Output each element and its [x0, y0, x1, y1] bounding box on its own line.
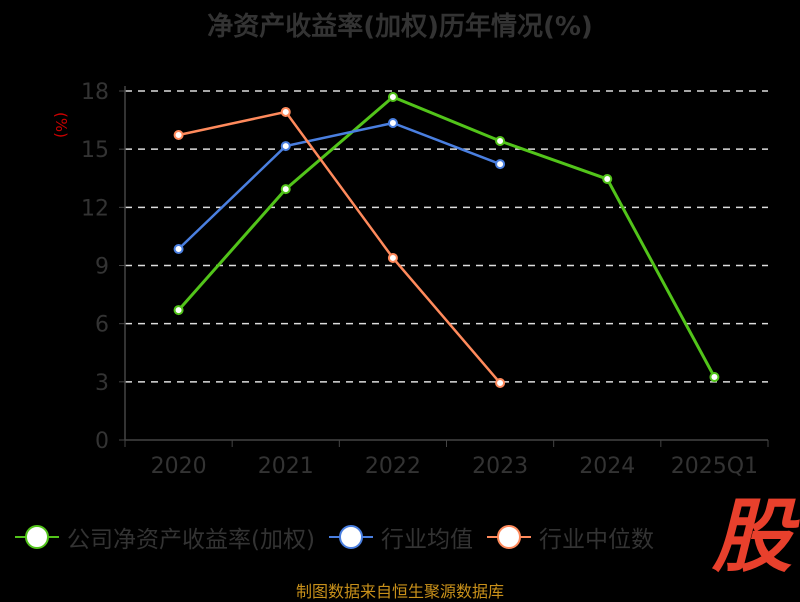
legend-marker-icon: [486, 525, 531, 549]
x-tick-label: 2024: [579, 454, 635, 479]
y-tick-label: 9: [95, 255, 109, 280]
x-tick-label: 2023: [472, 454, 528, 479]
data-point: [173, 305, 184, 316]
data-point: [495, 377, 506, 388]
data-point: [173, 244, 184, 255]
data-point: [387, 117, 398, 128]
series-line-0: [177, 95, 716, 378]
y-tick-label: 3: [95, 371, 109, 396]
legend-marker-icon: [15, 525, 59, 549]
data-point: [173, 130, 184, 141]
data-point: [280, 184, 291, 195]
chart-title: 净资产收益率(加权)历年情况(%): [207, 12, 593, 42]
y-tick-label: 12: [81, 196, 109, 221]
data-point: [387, 252, 398, 263]
legend-label: 行业均值: [380, 527, 473, 553]
y-tick-label: 15: [81, 138, 109, 163]
source-note: 制图数据来自恒生聚源数据库: [295, 582, 504, 601]
x-tick-label: 2025Q1: [671, 454, 758, 479]
data-point: [387, 92, 398, 103]
legend: 公司净资产收益率(加权) 行业均值 行业中位数: [15, 520, 668, 554]
legend-item-industry-median[interactable]: 行业中位数: [486, 520, 654, 554]
series-line-2: [178, 110, 502, 384]
series-line-1: [177, 121, 501, 250]
legend-marker-icon: [328, 525, 373, 549]
data-point: [280, 106, 291, 117]
legend-item-company[interactable]: 公司净资产收益率(加权): [15, 520, 315, 554]
legend-label: 公司净资产收益率(加权): [67, 527, 315, 553]
data-point: [280, 141, 291, 152]
data-point: [602, 174, 613, 185]
x-tick-label: 2020: [151, 454, 207, 479]
data-point: [495, 136, 506, 147]
logo: 股: [712, 490, 792, 583]
legend-label: 行业中位数: [538, 527, 654, 553]
data-point: [709, 371, 720, 382]
y-tick-label: 18: [81, 80, 109, 105]
x-tick-label: 2022: [365, 454, 421, 479]
x-tick-label: 2021: [258, 454, 314, 479]
y-tick-label: 6: [95, 313, 109, 338]
data-point: [495, 159, 506, 170]
y-tick-label: 0: [95, 429, 109, 454]
legend-item-industry-mean[interactable]: 行业均值: [328, 520, 473, 554]
